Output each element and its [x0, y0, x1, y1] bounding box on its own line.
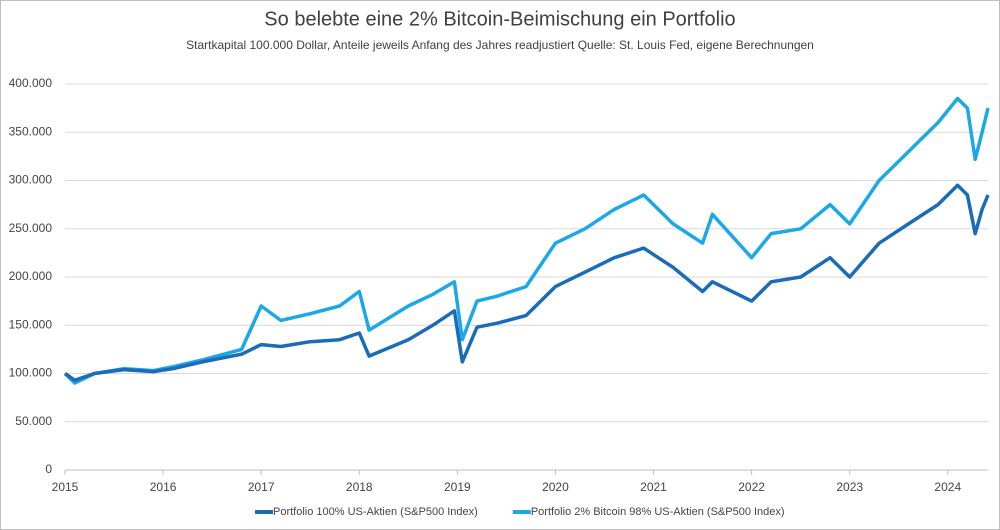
x-tick-label: 2019 [444, 480, 471, 494]
legend-label: Portfolio 100% US-Aktien (S&P500 Index) [273, 506, 478, 518]
x-tick-label: 2020 [542, 480, 569, 494]
x-tick-label: 2016 [150, 480, 177, 494]
y-tick-label: 300.000 [9, 173, 53, 187]
x-tick-label: 2017 [248, 480, 275, 494]
series-line [63, 96, 990, 385]
chart-title: So belebte eine 2% Bitcoin-Beimischung e… [264, 8, 735, 30]
y-tick-label: 200.000 [9, 269, 53, 283]
x-tick-label: 2021 [640, 480, 667, 494]
series-line [64, 183, 990, 383]
y-tick-label: 250.000 [9, 221, 53, 235]
x-tick-label: 2022 [738, 480, 765, 494]
y-tick-label: 0 [45, 462, 52, 476]
x-tick-label: 2023 [836, 480, 863, 494]
legend-label: Portfolio 2% Bitcoin 98% US-Aktien (S&P5… [531, 506, 785, 518]
x-tick-label: 2015 [52, 480, 79, 494]
chart-subtitle: Startkapital 100.000 Dollar, Anteile jew… [186, 38, 814, 52]
x-tick-label: 2018 [346, 480, 373, 494]
y-tick-label: 400.000 [9, 76, 53, 90]
y-tick-label: 100.000 [9, 366, 53, 380]
y-tick-label: 150.000 [9, 317, 53, 331]
y-tick-label: 50.000 [15, 414, 52, 428]
y-tick-label: 350.000 [9, 124, 53, 138]
x-tick-label: 2024 [934, 480, 961, 494]
